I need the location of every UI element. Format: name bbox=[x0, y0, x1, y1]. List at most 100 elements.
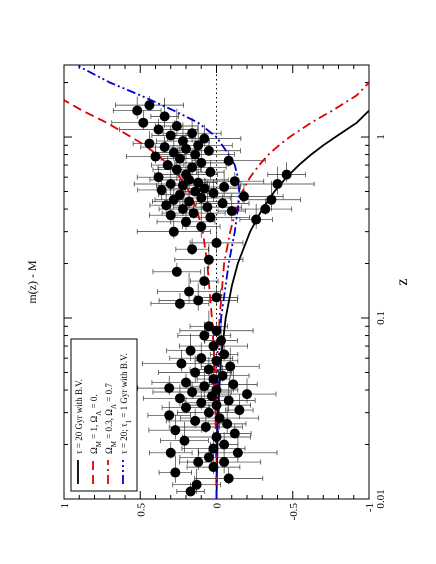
legend-label-2: ΩM = 1, ΩΛ = 0. bbox=[89, 394, 103, 454]
axis-tick-labels: 0.01 0.1 1 1 0.5 0 -0.5 -1 bbox=[59, 134, 387, 520]
data-point bbox=[193, 295, 204, 306]
data-point bbox=[159, 142, 170, 153]
data-point bbox=[190, 186, 201, 197]
data-point bbox=[187, 128, 198, 139]
data-point bbox=[181, 402, 191, 413]
y-axis-label: m(z) - M bbox=[25, 260, 39, 304]
data-point bbox=[144, 138, 155, 149]
data-point bbox=[161, 200, 172, 211]
data-point bbox=[184, 196, 195, 207]
data-point bbox=[199, 330, 210, 341]
data-point bbox=[242, 389, 252, 400]
y-tick-label: 0 bbox=[212, 503, 224, 509]
y-tick-label: -1 bbox=[364, 503, 376, 512]
data-point bbox=[174, 393, 185, 404]
data-point bbox=[132, 105, 143, 116]
data-point bbox=[219, 349, 230, 360]
data-point bbox=[181, 143, 191, 154]
data-point bbox=[211, 355, 222, 366]
data-point bbox=[190, 367, 201, 378]
data-point bbox=[232, 447, 243, 458]
data-point bbox=[211, 325, 222, 336]
data-point bbox=[228, 379, 239, 390]
data-point bbox=[199, 276, 210, 287]
data-point bbox=[203, 254, 214, 265]
x-axis-label: z bbox=[394, 278, 411, 285]
data-point bbox=[225, 361, 236, 372]
data-point bbox=[211, 432, 222, 443]
legend: τ = 20 Gyr with B.V. ΩM = 1, ΩΛ = 0.ΩM = … bbox=[70, 338, 138, 492]
data-point bbox=[185, 345, 196, 356]
data-point bbox=[187, 244, 198, 255]
data-point bbox=[219, 457, 230, 468]
data-point bbox=[217, 198, 228, 209]
data-point bbox=[196, 157, 207, 168]
data-point bbox=[177, 136, 188, 147]
y-tick-label: 0.5 bbox=[135, 503, 147, 517]
data-point bbox=[266, 194, 277, 205]
model-curve-3 bbox=[215, 81, 369, 499]
data-point bbox=[202, 202, 213, 213]
data-point bbox=[193, 457, 204, 468]
data-point bbox=[153, 124, 164, 135]
data-point bbox=[187, 162, 198, 173]
data-point bbox=[219, 439, 230, 450]
data-point bbox=[217, 370, 228, 381]
data-point bbox=[200, 421, 211, 432]
data-point bbox=[223, 395, 234, 406]
data-point bbox=[203, 407, 214, 418]
data-point bbox=[171, 266, 182, 277]
data-point bbox=[162, 160, 173, 171]
data-point bbox=[144, 100, 155, 111]
data-point bbox=[226, 206, 237, 217]
data-point bbox=[219, 181, 230, 192]
data-point bbox=[190, 415, 201, 426]
data-point bbox=[170, 425, 181, 436]
data-point bbox=[205, 167, 216, 178]
data-point bbox=[211, 292, 222, 303]
data-point bbox=[185, 486, 196, 497]
data-point bbox=[181, 216, 191, 227]
data-point bbox=[165, 179, 176, 190]
legend-box bbox=[70, 338, 138, 492]
data-point bbox=[150, 151, 161, 162]
data-point bbox=[174, 189, 185, 200]
legend-label-1: τ = 20 Gyr with B.V. bbox=[74, 379, 84, 454]
data-point bbox=[203, 452, 214, 463]
data-point bbox=[165, 447, 176, 458]
y-tick-label: 1 bbox=[59, 503, 71, 509]
data-point bbox=[138, 117, 149, 128]
data-point bbox=[193, 140, 204, 151]
data-point bbox=[223, 155, 234, 166]
data-point bbox=[174, 153, 185, 164]
data-point bbox=[153, 172, 164, 183]
legend-label-4: τ = 20; τ1 = 1 Gyr with B.V. bbox=[119, 353, 133, 454]
data-point bbox=[171, 121, 182, 132]
data-point bbox=[272, 179, 283, 190]
data-point bbox=[168, 226, 179, 237]
data-point bbox=[281, 169, 292, 180]
data-point bbox=[208, 462, 219, 473]
data-point bbox=[234, 405, 245, 416]
data-point bbox=[223, 473, 234, 484]
y-tick-label: -0.5 bbox=[288, 503, 300, 521]
data-point bbox=[170, 467, 181, 478]
data-point bbox=[177, 204, 188, 215]
data-point bbox=[165, 130, 176, 141]
data-point bbox=[193, 177, 204, 188]
rotated-plot: 0.01 0.1 1 1 0.5 0 -0.5 -1 z m(z) - M τ = 20 Gy… bbox=[25, 64, 411, 520]
data-point bbox=[208, 374, 219, 385]
data-point bbox=[179, 435, 190, 446]
data-point bbox=[260, 204, 271, 215]
data-point bbox=[196, 193, 207, 204]
data-point bbox=[222, 418, 233, 429]
data-point bbox=[191, 479, 202, 490]
data-point bbox=[164, 383, 175, 394]
data-point bbox=[208, 443, 219, 454]
legend-label-3: ΩM = 0.3, ΩΛ = 0.7 bbox=[104, 383, 118, 454]
data-point bbox=[251, 214, 262, 225]
x-tick-label: 0.1 bbox=[375, 311, 387, 325]
data-point bbox=[199, 133, 210, 144]
data-point bbox=[188, 208, 199, 219]
